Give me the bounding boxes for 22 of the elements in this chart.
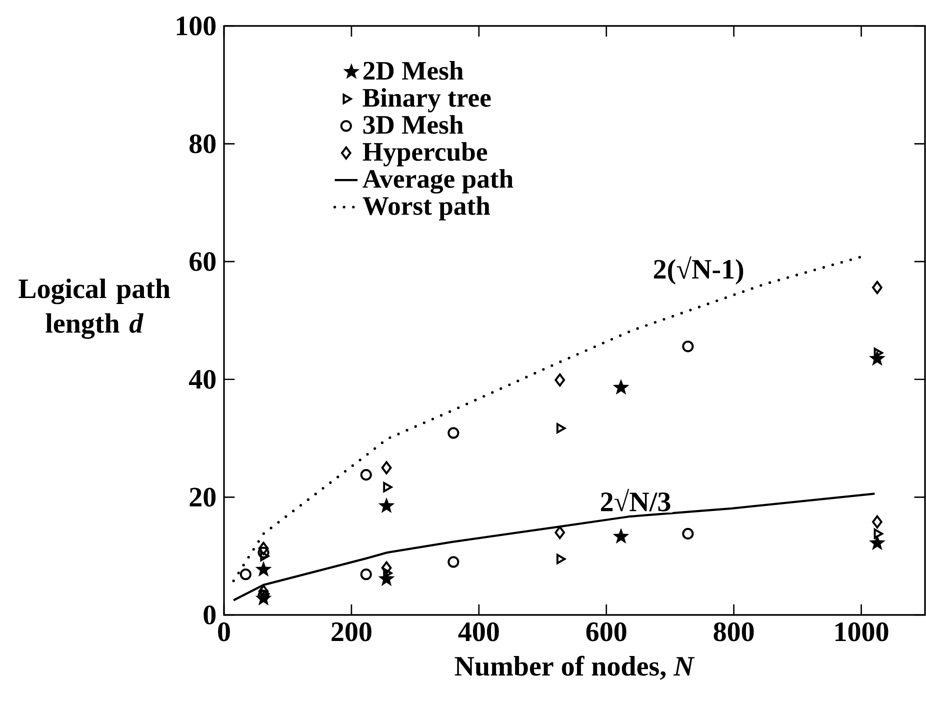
- x-tick-label: 0: [218, 622, 230, 642]
- y-tick-label: 60: [190, 252, 216, 272]
- x-tick-label: 1000: [836, 622, 888, 642]
- annotation: 2(√N-1): [654, 256, 744, 284]
- annotation: 2√N/3: [600, 488, 670, 512]
- legend-label: 3D Mesh: [363, 115, 464, 134]
- y-tick-label: 100: [176, 16, 216, 36]
- x-tick-label: 600: [586, 622, 626, 642]
- x-tick-label: 800: [714, 622, 754, 642]
- x-axis-title: Number of nodes, N: [454, 656, 695, 680]
- legend-label: Hypercube: [362, 142, 488, 166]
- y-axis-title: Logical path length d: [18, 278, 170, 339]
- legend-label: Average path: [362, 169, 514, 194]
- legend-label: Binary tree: [362, 88, 491, 112]
- x-tick-label: 400: [458, 622, 499, 642]
- x-tick-label: 200: [332, 622, 372, 642]
- legend-label: Worst path: [362, 196, 490, 220]
- y-tick-label: 80: [190, 134, 216, 154]
- y-tick-label: 0: [204, 606, 216, 624]
- y-tick-label: 20: [190, 488, 216, 507]
- legend-label: 2D Mesh: [363, 61, 464, 80]
- y-tick-label: 40: [189, 370, 216, 389]
